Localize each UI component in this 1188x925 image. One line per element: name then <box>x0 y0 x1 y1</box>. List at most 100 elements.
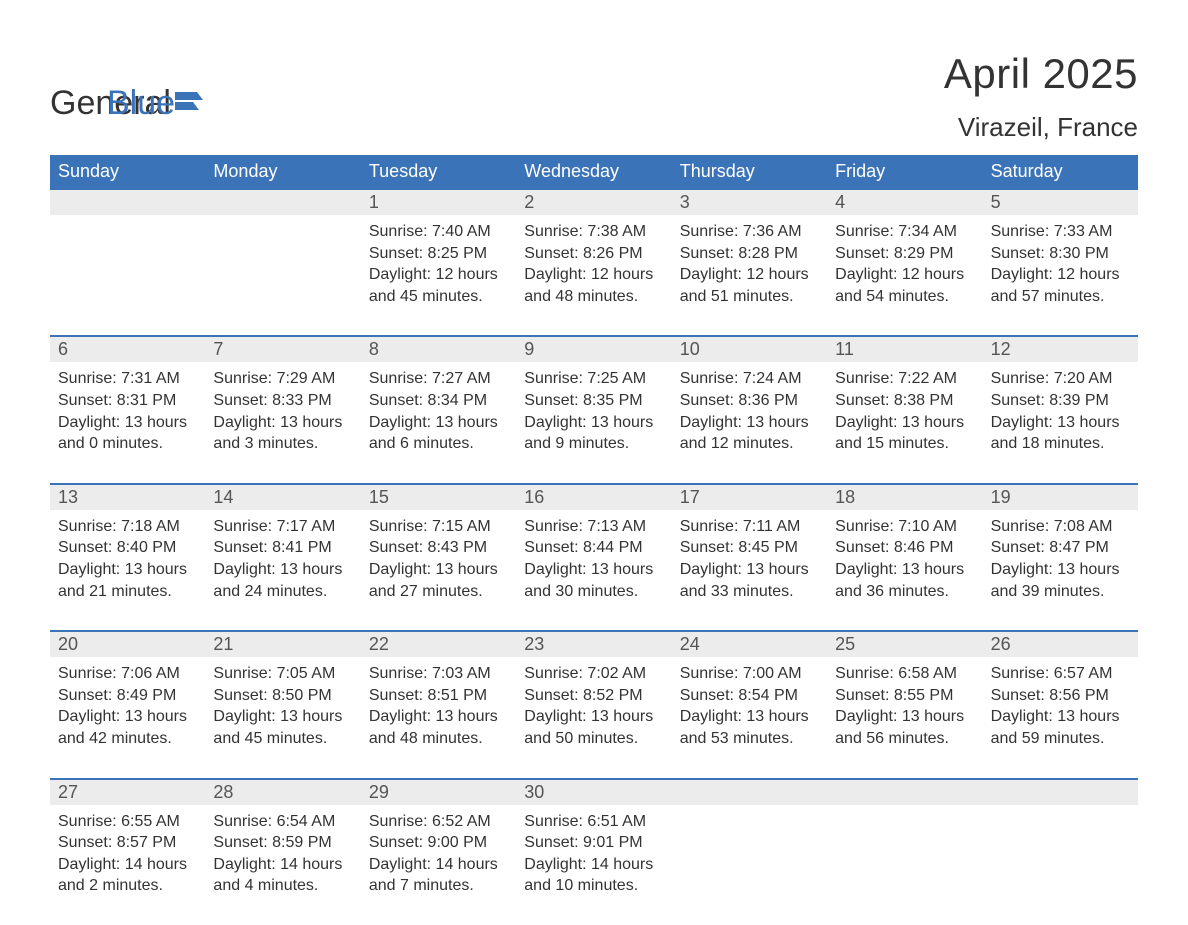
week-row: 6789101112 Sunrise: 7:31 AMSunset: 8:31 P… <box>50 335 1138 482</box>
day-cell: Sunrise: 7:11 AMSunset: 8:45 PMDaylight:… <box>672 510 827 630</box>
sunrise-line: Sunrise: 7:31 AM <box>58 368 197 390</box>
day-cell: Sunrise: 7:24 AMSunset: 8:36 PMDaylight:… <box>672 362 827 482</box>
dow-tuesday: Tuesday <box>361 155 516 188</box>
daylight-line: Daylight: 13 hours and 59 minutes. <box>991 706 1130 749</box>
sunrise-line: Sunrise: 7:36 AM <box>680 221 819 243</box>
sunset-line: Sunset: 8:55 PM <box>835 685 974 707</box>
daylight-line: Daylight: 12 hours and 48 minutes. <box>524 264 663 307</box>
sunset-line: Sunset: 9:01 PM <box>524 832 663 854</box>
sunrise-line: Sunrise: 7:15 AM <box>369 516 508 538</box>
sunset-line: Sunset: 8:45 PM <box>680 537 819 559</box>
week-row: 20212223242526Sunrise: 7:06 AMSunset: 8:… <box>50 630 1138 777</box>
day-number <box>983 780 1138 805</box>
dow-wednesday: Wednesday <box>516 155 671 188</box>
daylight-line: Daylight: 13 hours and 50 minutes. <box>524 706 663 749</box>
day-number <box>205 190 360 215</box>
day-number: 12 <box>983 337 1138 362</box>
daylight-line: Daylight: 12 hours and 54 minutes. <box>835 264 974 307</box>
sunset-line: Sunset: 8:43 PM <box>369 537 508 559</box>
day-cell: Sunrise: 7:18 AMSunset: 8:40 PMDaylight:… <box>50 510 205 630</box>
sunrise-line: Sunrise: 7:25 AM <box>524 368 663 390</box>
day-cell <box>983 805 1138 925</box>
calendar: Sunday Monday Tuesday Wednesday Thursday… <box>50 155 1138 925</box>
sunrise-line: Sunrise: 7:05 AM <box>213 663 352 685</box>
brand-logo: General Blue <box>50 50 175 123</box>
day-cell <box>205 215 360 335</box>
sunset-line: Sunset: 8:29 PM <box>835 243 974 265</box>
day-cell: Sunrise: 7:25 AMSunset: 8:35 PMDaylight:… <box>516 362 671 482</box>
sunset-line: Sunset: 8:57 PM <box>58 832 197 854</box>
day-number: 3 <box>672 190 827 215</box>
day-number: 10 <box>672 337 827 362</box>
day-number: 28 <box>205 780 360 805</box>
location-label: Virazeil, France <box>944 112 1138 143</box>
sunrise-line: Sunrise: 7:00 AM <box>680 663 819 685</box>
daylight-line: Daylight: 13 hours and 12 minutes. <box>680 412 819 455</box>
day-cell: Sunrise: 7:38 AMSunset: 8:26 PMDaylight:… <box>516 215 671 335</box>
sunset-line: Sunset: 8:31 PM <box>58 390 197 412</box>
sunset-line: Sunset: 9:00 PM <box>369 832 508 854</box>
day-number: 23 <box>516 632 671 657</box>
sunset-line: Sunset: 8:36 PM <box>680 390 819 412</box>
daylight-line: Daylight: 13 hours and 39 minutes. <box>991 559 1130 602</box>
sunset-line: Sunset: 8:33 PM <box>213 390 352 412</box>
daylight-line: Daylight: 13 hours and 48 minutes. <box>369 706 508 749</box>
day-cell: Sunrise: 6:55 AMSunset: 8:57 PMDaylight:… <box>50 805 205 925</box>
day-cell: Sunrise: 7:17 AMSunset: 8:41 PMDaylight:… <box>205 510 360 630</box>
sunset-line: Sunset: 8:34 PM <box>369 390 508 412</box>
day-number: 29 <box>361 780 516 805</box>
day-number: 4 <box>827 190 982 215</box>
sunrise-line: Sunrise: 7:03 AM <box>369 663 508 685</box>
day-cell: Sunrise: 7:22 AMSunset: 8:38 PMDaylight:… <box>827 362 982 482</box>
sunrise-line: Sunrise: 7:18 AM <box>58 516 197 538</box>
dow-thursday: Thursday <box>672 155 827 188</box>
sunrise-line: Sunrise: 6:54 AM <box>213 811 352 833</box>
sunrise-line: Sunrise: 7:10 AM <box>835 516 974 538</box>
day-number: 15 <box>361 485 516 510</box>
sunrise-line: Sunrise: 7:06 AM <box>58 663 197 685</box>
sunset-line: Sunset: 8:39 PM <box>991 390 1130 412</box>
dow-saturday: Saturday <box>983 155 1138 188</box>
sunrise-line: Sunrise: 7:02 AM <box>524 663 663 685</box>
day-number: 11 <box>827 337 982 362</box>
day-number: 22 <box>361 632 516 657</box>
daylight-line: Daylight: 13 hours and 42 minutes. <box>58 706 197 749</box>
header-row: General Blue April 2025 Virazeil, France <box>50 50 1138 143</box>
dow-header: Sunday Monday Tuesday Wednesday Thursday… <box>50 155 1138 188</box>
day-number: 19 <box>983 485 1138 510</box>
sunrise-line: Sunrise: 6:58 AM <box>835 663 974 685</box>
day-cell: Sunrise: 7:00 AMSunset: 8:54 PMDaylight:… <box>672 657 827 777</box>
day-cell: Sunrise: 7:29 AMSunset: 8:33 PMDaylight:… <box>205 362 360 482</box>
sunrise-line: Sunrise: 7:40 AM <box>369 221 508 243</box>
day-number: 5 <box>983 190 1138 215</box>
day-number: 8 <box>361 337 516 362</box>
sunrise-line: Sunrise: 7:29 AM <box>213 368 352 390</box>
day-cell: Sunrise: 7:08 AMSunset: 8:47 PMDaylight:… <box>983 510 1138 630</box>
flag-icon <box>175 92 203 119</box>
sunrise-line: Sunrise: 7:08 AM <box>991 516 1130 538</box>
sunrise-line: Sunrise: 7:24 AM <box>680 368 819 390</box>
sunset-line: Sunset: 8:46 PM <box>835 537 974 559</box>
daylight-line: Daylight: 13 hours and 18 minutes. <box>991 412 1130 455</box>
day-cell: Sunrise: 6:51 AMSunset: 9:01 PMDaylight:… <box>516 805 671 925</box>
weeks-container: 12345Sunrise: 7:40 AMSunset: 8:25 PMDayl… <box>50 188 1138 925</box>
sunset-line: Sunset: 8:49 PM <box>58 685 197 707</box>
day-number: 1 <box>361 190 516 215</box>
day-number: 7 <box>205 337 360 362</box>
day-cell <box>672 805 827 925</box>
day-number: 18 <box>827 485 982 510</box>
day-number <box>50 190 205 215</box>
day-cell: Sunrise: 7:15 AMSunset: 8:43 PMDaylight:… <box>361 510 516 630</box>
sunset-line: Sunset: 8:47 PM <box>991 537 1130 559</box>
day-cell: Sunrise: 7:27 AMSunset: 8:34 PMDaylight:… <box>361 362 516 482</box>
daylight-line: Daylight: 13 hours and 3 minutes. <box>213 412 352 455</box>
day-number: 26 <box>983 632 1138 657</box>
title-block: April 2025 Virazeil, France <box>944 50 1138 143</box>
sunrise-line: Sunrise: 6:52 AM <box>369 811 508 833</box>
day-cell: Sunrise: 7:36 AMSunset: 8:28 PMDaylight:… <box>672 215 827 335</box>
daylight-line: Daylight: 14 hours and 7 minutes. <box>369 854 508 897</box>
day-cell: Sunrise: 7:06 AMSunset: 8:49 PMDaylight:… <box>50 657 205 777</box>
sunset-line: Sunset: 8:26 PM <box>524 243 663 265</box>
daynum-row: 6789101112 <box>50 337 1138 362</box>
daynum-row: 12345 <box>50 190 1138 215</box>
